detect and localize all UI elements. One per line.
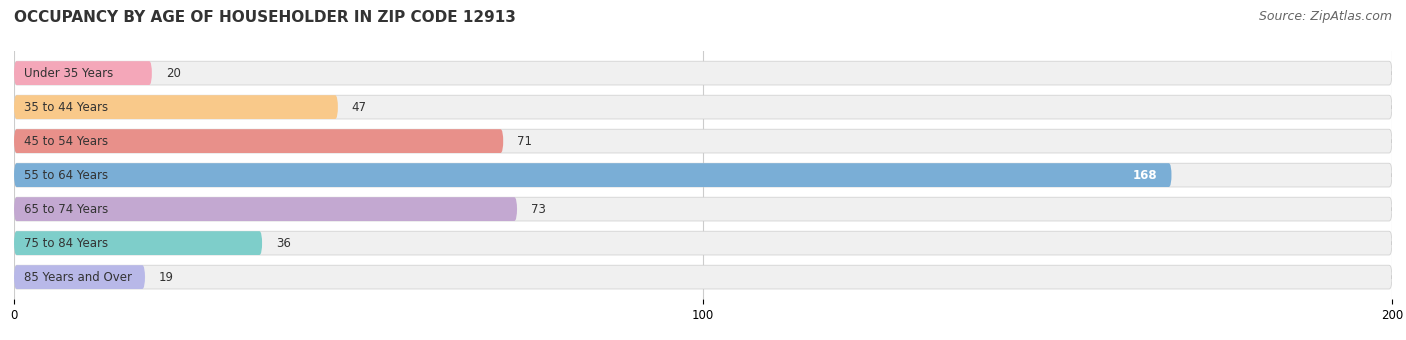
Text: 85 Years and Over: 85 Years and Over (24, 271, 132, 284)
Text: 47: 47 (352, 101, 367, 114)
Text: 168: 168 (1133, 169, 1157, 182)
Text: Source: ZipAtlas.com: Source: ZipAtlas.com (1258, 10, 1392, 23)
Text: 36: 36 (276, 237, 291, 250)
Text: OCCUPANCY BY AGE OF HOUSEHOLDER IN ZIP CODE 12913: OCCUPANCY BY AGE OF HOUSEHOLDER IN ZIP C… (14, 10, 516, 25)
Text: 35 to 44 Years: 35 to 44 Years (24, 101, 108, 114)
Text: 71: 71 (517, 135, 531, 148)
FancyBboxPatch shape (14, 61, 152, 85)
Text: 20: 20 (166, 67, 180, 80)
FancyBboxPatch shape (14, 95, 1392, 119)
FancyBboxPatch shape (14, 231, 1392, 255)
FancyBboxPatch shape (14, 265, 145, 289)
Text: 73: 73 (531, 203, 546, 216)
FancyBboxPatch shape (14, 129, 1392, 153)
FancyBboxPatch shape (14, 197, 517, 221)
Text: 65 to 74 Years: 65 to 74 Years (24, 203, 108, 216)
Text: 45 to 54 Years: 45 to 54 Years (24, 135, 108, 148)
FancyBboxPatch shape (14, 129, 503, 153)
FancyBboxPatch shape (14, 61, 1392, 85)
FancyBboxPatch shape (14, 197, 1392, 221)
FancyBboxPatch shape (14, 163, 1171, 187)
Text: 19: 19 (159, 271, 174, 284)
FancyBboxPatch shape (14, 231, 262, 255)
Text: 55 to 64 Years: 55 to 64 Years (24, 169, 108, 182)
Text: 75 to 84 Years: 75 to 84 Years (24, 237, 108, 250)
FancyBboxPatch shape (14, 265, 1392, 289)
Text: Under 35 Years: Under 35 Years (24, 67, 114, 80)
FancyBboxPatch shape (14, 95, 337, 119)
FancyBboxPatch shape (14, 163, 1392, 187)
